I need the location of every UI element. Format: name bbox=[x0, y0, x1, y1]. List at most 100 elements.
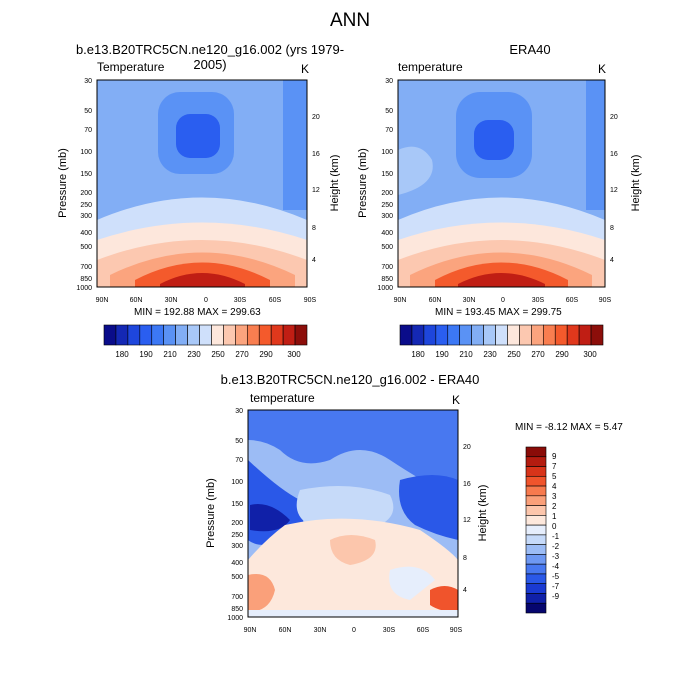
colorbar-swatch bbox=[447, 324, 461, 346]
panel3-xtick: 90S bbox=[450, 627, 463, 634]
panel1-colorbar-label: 300 bbox=[287, 350, 301, 359]
colorbar-swatch bbox=[525, 602, 547, 614]
panel1-colorbar-label: 230 bbox=[187, 350, 201, 359]
panel1-y2label: Height (km) bbox=[329, 155, 340, 212]
panel2-colorbar-label: 190 bbox=[435, 350, 449, 359]
colorbar-swatch bbox=[103, 324, 117, 346]
panel1-xtick: 90N bbox=[96, 297, 109, 304]
panel2-colorbar: 180 190 210 230 250 270 290 300 bbox=[399, 324, 604, 359]
panel1-y2tick: 4 bbox=[312, 257, 316, 264]
panel3-xtick: 30N bbox=[314, 627, 327, 634]
panel2-ytick: 200 bbox=[381, 190, 393, 197]
panel2-xtick: 90S bbox=[599, 297, 612, 304]
panel3-field bbox=[248, 410, 458, 617]
panel1-xtick: 0 bbox=[204, 297, 208, 304]
panel3-colorbar-label: -3 bbox=[552, 552, 560, 561]
panel1-ytick: 500 bbox=[80, 244, 92, 251]
panel3-xtick: 60N bbox=[279, 627, 292, 634]
panel1-ytick: 400 bbox=[80, 230, 92, 237]
panel1-ytick: 700 bbox=[80, 264, 92, 271]
panel2-title: ERA40 bbox=[509, 42, 551, 57]
panel1-ytick: 100 bbox=[80, 149, 92, 156]
panel3-ytick: 300 bbox=[231, 543, 243, 550]
panel1-y2tick: 8 bbox=[312, 225, 316, 232]
colorbar-swatch bbox=[566, 324, 580, 346]
colorbar-swatch bbox=[531, 324, 544, 346]
panel3-minmax: MIN = -8.12 MAX = 5.47 bbox=[515, 422, 623, 433]
panel3-colorbar-label: 3 bbox=[552, 492, 557, 501]
panel2-xtick: 30S bbox=[532, 297, 545, 304]
colorbar-swatch bbox=[525, 485, 547, 497]
panel2-xtick: 60S bbox=[566, 297, 579, 304]
panel3-colorbar-label: 1 bbox=[552, 512, 557, 521]
panel3-ytick: 1000 bbox=[227, 615, 243, 622]
panel1-ytick: 200 bbox=[80, 190, 92, 197]
panel3-xtick: 0 bbox=[352, 627, 356, 634]
panel2-y2label: Height (km) bbox=[630, 155, 642, 212]
panel2-ylabel: Pressure (mb) bbox=[357, 148, 369, 218]
panel3-colorbar-label: -2 bbox=[552, 542, 560, 551]
panel2-minmax: MIN = 193.45 MAX = 299.75 bbox=[435, 307, 562, 318]
panel1-y2tick: 12 bbox=[312, 187, 320, 194]
panel3-ytick: 50 bbox=[235, 438, 243, 445]
panel1-y-ticks: 30 50 70 100 150 200 250 300 400 500 700… bbox=[76, 78, 92, 292]
panel2-colorbar-label: 300 bbox=[583, 350, 597, 359]
panel3-unit-label: K bbox=[452, 393, 461, 407]
panel3-y2tick: 12 bbox=[463, 517, 471, 524]
panel3-ytick: 100 bbox=[231, 479, 243, 486]
panel3-y2tick: 4 bbox=[463, 587, 467, 594]
panel1-ytick: 50 bbox=[84, 108, 92, 115]
panel3-ytick: 700 bbox=[231, 594, 243, 601]
panel1-colorbar-label: 210 bbox=[163, 350, 177, 359]
panel2-ytick: 100 bbox=[381, 149, 393, 156]
panel1-ytick: 1000 bbox=[76, 285, 92, 292]
colorbar-swatch bbox=[175, 324, 188, 346]
colorbar-swatch bbox=[519, 324, 532, 346]
panel2-y2tick: 20 bbox=[610, 114, 618, 121]
panel2-y2tick: 16 bbox=[610, 151, 618, 158]
panel3-ytick: 30 bbox=[235, 408, 243, 415]
panel1-unit-label: K bbox=[301, 62, 310, 76]
panel2-colorbar-label: 270 bbox=[531, 350, 545, 359]
colorbar-swatch bbox=[399, 324, 413, 346]
panel2-ytick: 250 bbox=[381, 202, 393, 209]
colorbar-swatch bbox=[187, 324, 200, 346]
panel3-ytick: 70 bbox=[235, 457, 243, 464]
colorbar-swatch bbox=[411, 324, 425, 346]
panel3-colorbar-label: -9 bbox=[552, 592, 560, 601]
colorbar-swatch bbox=[258, 324, 272, 346]
panel2-colorbar-label: 250 bbox=[507, 350, 521, 359]
colorbar-swatch bbox=[211, 324, 224, 346]
panel3-variable-label: temperature bbox=[250, 391, 315, 405]
panel2-ytick: 30 bbox=[385, 78, 393, 85]
panel2-colorbar-label: 290 bbox=[555, 350, 569, 359]
colorbar-swatch bbox=[542, 324, 556, 346]
colorbar-swatch bbox=[578, 324, 592, 346]
panel3-colorbar-label: -7 bbox=[552, 582, 560, 591]
panel1-ytick: 850 bbox=[80, 276, 92, 283]
panel1-colorbar-label: 270 bbox=[235, 350, 249, 359]
panel3-ytick: 200 bbox=[231, 520, 243, 527]
panel3-y2-ticks: 20 16 12 8 4 bbox=[463, 444, 471, 594]
colorbar-swatch bbox=[294, 324, 308, 346]
panel1-colorbar-label: 180 bbox=[115, 350, 129, 359]
colorbar-swatch bbox=[525, 524, 547, 536]
panel3-xtick: 90N bbox=[244, 627, 257, 634]
colorbar-swatch bbox=[525, 475, 547, 487]
panel1-xtick: 60N bbox=[130, 297, 143, 304]
panel3-xtick: 60S bbox=[417, 627, 430, 634]
panel2-ytick: 50 bbox=[385, 108, 393, 115]
colorbar-swatch bbox=[423, 324, 437, 346]
colorbar-swatch bbox=[199, 324, 212, 346]
colorbar-swatch bbox=[525, 563, 547, 575]
panel3-colorbar-label: -1 bbox=[552, 532, 560, 541]
panel2-chart: 30 50 70 100 150 200 250 300 400 500 700… bbox=[357, 78, 642, 304]
colorbar-swatch bbox=[525, 495, 547, 506]
colorbar-swatch bbox=[525, 593, 547, 604]
panel3-ytick: 850 bbox=[231, 606, 243, 613]
panel3-title: b.e13.B20TRC5CN.ne120_g16.002 - ERA40 bbox=[220, 372, 480, 387]
panel2-ytick: 70 bbox=[385, 127, 393, 134]
colorbar-swatch bbox=[495, 324, 508, 346]
panel3-ytick: 400 bbox=[231, 560, 243, 567]
panel3-colorbar-label: -5 bbox=[552, 572, 560, 581]
